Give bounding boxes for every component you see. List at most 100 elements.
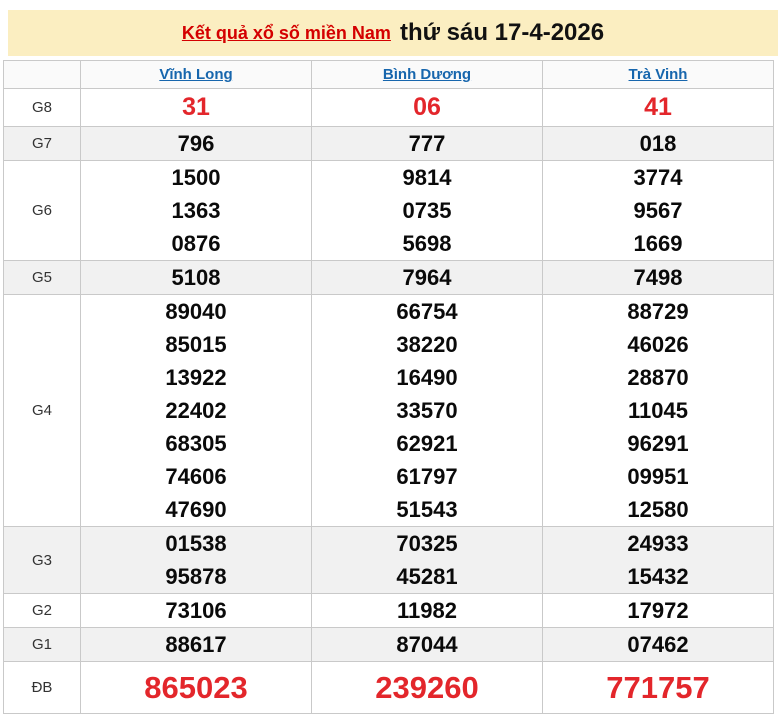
prize-cell: 88729 46026 28870 11045 96291 09951 12580 — [542, 294, 774, 527]
prize-number: 1363 — [171, 198, 221, 223]
prize-number: 45281 — [396, 564, 458, 589]
prize-cell: 771757 — [542, 661, 774, 714]
prize-cell: 07462 — [542, 627, 774, 662]
prize-cell: 796 — [80, 126, 312, 161]
prize-cell: 24933 15432 — [542, 526, 774, 594]
prize-label-g4: G4 — [3, 294, 81, 527]
prize-label-g2: G2 — [3, 593, 81, 628]
prize-number: 74606 — [165, 464, 227, 489]
prize-cell: 018 — [542, 126, 774, 161]
prize-number: 07462 — [627, 632, 689, 657]
table-body: G8 31 06 41 G7 796 777 018 G6 1500 1363 0876 9814 073… — [3, 88, 774, 714]
column-header-tra-vinh: Trà Vinh — [542, 60, 774, 89]
prize-label-g3: G3 — [3, 526, 81, 594]
prize-label-g8: G8 — [3, 88, 81, 127]
prize-cell: 7964 — [311, 260, 543, 295]
prize-number: 13922 — [165, 365, 227, 390]
prize-cell: 239260 — [311, 661, 543, 714]
province-link-tra-vinh[interactable]: Trà Vinh — [628, 66, 688, 83]
prize-number: 7498 — [633, 265, 683, 290]
prize-row-db: ĐB 865023 239260 771757 — [3, 661, 774, 714]
prize-row-g4: G4 89040 85015 13922 22402 68305 74606 47690 667… — [3, 294, 774, 527]
column-header-vinh-long: Vĩnh Long — [80, 60, 312, 89]
prize-row-g8: G8 31 06 41 — [3, 88, 774, 127]
prize-number: 46026 — [627, 332, 689, 357]
prize-number: 11982 — [397, 598, 457, 623]
prize-number: 9567 — [633, 198, 683, 223]
province-link-binh-duong[interactable]: Bình Dương — [382, 66, 472, 83]
prize-number: 62921 — [396, 431, 458, 456]
prize-number: 31 — [182, 93, 210, 121]
prize-number: 88617 — [165, 632, 227, 657]
prize-number: 3774 — [633, 165, 683, 190]
prize-label-g1: G1 — [3, 627, 81, 662]
prize-cell: 89040 85015 13922 22402 68305 74606 47690 — [80, 294, 312, 527]
prize-number: 47690 — [165, 497, 227, 522]
prize-label-g5: G5 — [3, 260, 81, 295]
prize-label-db: ĐB — [3, 661, 81, 714]
prize-number: 5108 — [171, 265, 221, 290]
prize-number: 01538 — [165, 531, 227, 556]
prize-number: 24933 — [627, 531, 689, 556]
prize-number: 7964 — [402, 265, 452, 290]
prize-row-g7: G7 796 777 018 — [3, 126, 774, 161]
prize-number: 68305 — [165, 431, 227, 456]
prize-number: 771757 — [606, 670, 710, 705]
prize-number: 12580 — [627, 497, 689, 522]
prize-cell: 87044 — [311, 627, 543, 662]
column-header-row: Vĩnh Long Bình Dương Trà Vinh — [3, 60, 774, 89]
prize-number: 796 — [177, 131, 215, 156]
prize-number: 16490 — [396, 365, 458, 390]
prize-cell: 11982 — [311, 593, 543, 628]
province-link-vinh-long[interactable]: Vĩnh Long — [159, 66, 233, 83]
results-date: thứ sáu 17-4-2026 — [399, 19, 605, 46]
prize-cell: 66754 38220 16490 33570 62921 61797 51543 — [311, 294, 543, 527]
prize-number: 1669 — [633, 231, 683, 256]
prize-number: 17972 — [627, 598, 689, 623]
column-header-binh-duong: Bình Dương — [311, 60, 543, 89]
prize-number: 09951 — [627, 464, 689, 489]
prize-label-g6: G6 — [3, 160, 81, 261]
prize-number: 87044 — [396, 632, 458, 657]
prize-number: 018 — [639, 131, 677, 156]
prize-row-g5: G5 5108 7964 7498 — [3, 260, 774, 295]
lottery-results-table: Vĩnh Long Bình Dương Trà Vinh G8 31 06 41 G7… — [3, 60, 774, 714]
prize-cell: 06 — [311, 88, 543, 127]
prize-cell: 73106 — [80, 593, 312, 628]
prize-number: 239260 — [375, 670, 479, 705]
results-title-link[interactable]: Kết quả xổ số miền Nam — [181, 22, 391, 43]
prize-cell: 7498 — [542, 260, 774, 295]
prize-row-g1: G1 88617 87044 07462 — [3, 627, 774, 662]
prize-number: 88729 — [627, 299, 689, 324]
prize-number: 89040 — [165, 299, 227, 324]
prize-number: 41 — [644, 93, 672, 121]
prize-cell: 3774 9567 1669 — [542, 160, 774, 261]
prize-number: 70325 — [396, 531, 458, 556]
prize-number: 96291 — [627, 431, 689, 456]
prize-number: 1500 — [171, 165, 221, 190]
results-banner: Kết quả xổ số miền Nam thứ sáu 17-4-2026 — [8, 10, 778, 56]
prize-cell: 777 — [311, 126, 543, 161]
prize-number: 51543 — [396, 497, 458, 522]
prize-number: 777 — [408, 131, 446, 156]
prize-number: 9814 — [402, 165, 452, 190]
prize-cell: 41 — [542, 88, 774, 127]
prize-cell: 31 — [80, 88, 312, 127]
prize-cell: 70325 45281 — [311, 526, 543, 594]
prize-number: 66754 — [396, 299, 458, 324]
prize-number: 33570 — [396, 398, 458, 423]
prize-number: 28870 — [627, 365, 689, 390]
corner-cell — [3, 60, 81, 89]
prize-cell: 9814 0735 5698 — [311, 160, 543, 261]
prize-number: 15432 — [627, 564, 689, 589]
prize-row-g6: G6 1500 1363 0876 9814 0735 5698 3774 9567 1669 — [3, 160, 774, 261]
prize-number: 06 — [413, 93, 441, 121]
prize-number: 61797 — [396, 464, 458, 489]
prize-row-g2: G2 73106 11982 17972 — [3, 593, 774, 628]
prize-cell: 5108 — [80, 260, 312, 295]
prize-number: 85015 — [165, 332, 227, 357]
prize-number: 73106 — [165, 598, 227, 623]
prize-number: 0876 — [171, 231, 221, 256]
prize-number: 11045 — [628, 398, 688, 423]
prize-cell: 17972 — [542, 593, 774, 628]
